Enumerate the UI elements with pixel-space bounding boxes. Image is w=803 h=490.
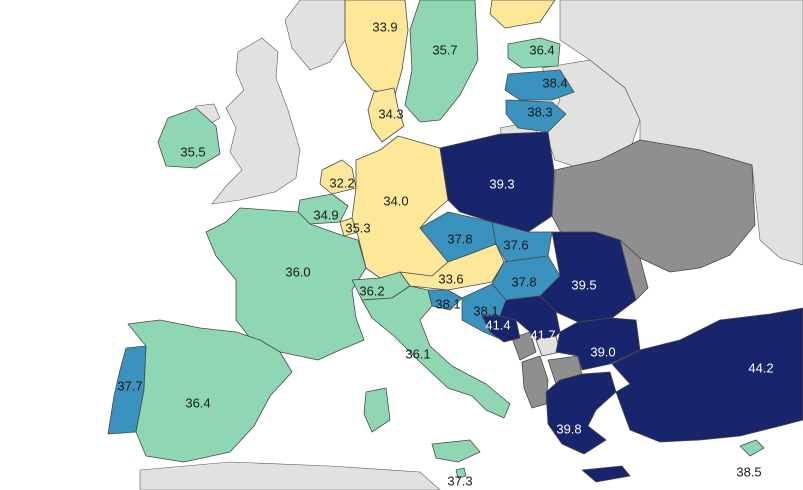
- region-serbia: [499, 295, 561, 341]
- label-poland: 39.3: [489, 176, 514, 191]
- label-switzerland: 36.2: [359, 283, 384, 298]
- label-cyprus: 38.5: [736, 464, 761, 479]
- label-slovakia: 37.6: [503, 237, 528, 252]
- region-france: [205, 207, 367, 361]
- region-finland-north-tip: [489, 0, 556, 29]
- region-finland: [404, 0, 479, 123]
- label-denmark: 34.3: [378, 106, 403, 121]
- region-montenegro: [511, 331, 537, 361]
- region-denmark: [367, 87, 405, 143]
- region-sardinia: [363, 387, 391, 433]
- region-united-kingdom: [211, 37, 301, 205]
- region-cyprus: [739, 439, 765, 457]
- label-serbia: 41.7: [530, 327, 555, 342]
- region-estonia: [507, 37, 561, 69]
- region-malta: [455, 467, 467, 479]
- region-turkey: [611, 307, 803, 443]
- label-sweden: 33.9: [372, 19, 397, 34]
- label-czechia: 37.8: [447, 231, 472, 246]
- region-north-africa: [139, 461, 441, 490]
- label-malta: 37.3: [447, 473, 472, 488]
- label-netherlands: 32.2: [329, 175, 354, 190]
- label-finland: 35.7: [432, 42, 457, 57]
- region-ireland: [157, 107, 221, 169]
- label-bosnia: 41.4: [485, 317, 510, 332]
- label-croatia: 38.1: [473, 303, 498, 318]
- region-sicily: [431, 439, 481, 463]
- label-bulgaria: 39.0: [590, 344, 615, 359]
- label-greece: 39.8: [556, 421, 581, 436]
- label-germany: 34.0: [383, 193, 408, 208]
- label-italy: 36.1: [405, 346, 430, 361]
- label-romania: 39.5: [571, 277, 596, 292]
- region-spain: [127, 319, 293, 463]
- label-latvia: 38.4: [542, 75, 567, 90]
- label-portugal: 37.7: [117, 378, 142, 393]
- region-greece: [545, 371, 617, 455]
- label-ireland: 35.5: [180, 144, 205, 159]
- label-turkey: 44.2: [748, 360, 773, 375]
- label-lithuania: 38.3: [527, 104, 552, 119]
- region-albania: [521, 355, 549, 409]
- label-austria: 33.6: [438, 271, 463, 286]
- region-latvia: [504, 69, 575, 101]
- label-estonia: 36.4: [529, 42, 554, 57]
- label-belgium: 34.9: [313, 207, 338, 222]
- region-austria: [399, 243, 505, 291]
- region-bulgaria: [555, 317, 641, 371]
- label-luxembourg: 35.3: [345, 220, 370, 235]
- label-france: 36.0: [285, 264, 310, 279]
- label-hungary: 37.8: [511, 274, 536, 289]
- region-poland: [439, 131, 555, 233]
- region-italy: [361, 285, 511, 419]
- label-slovenia: 38.1: [435, 296, 460, 311]
- label-spain: 36.4: [185, 395, 210, 410]
- region-crete: [581, 465, 631, 483]
